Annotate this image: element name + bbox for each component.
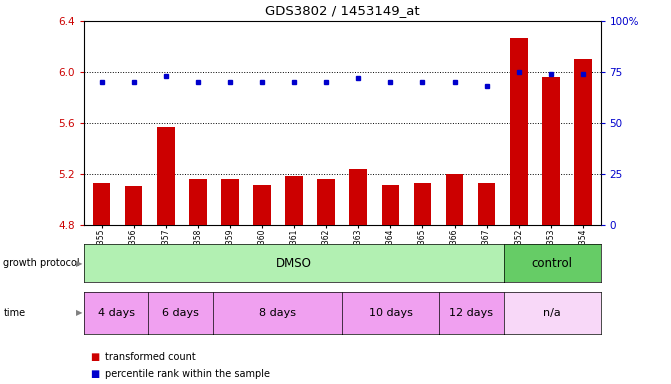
- Bar: [253, 185, 271, 225]
- Text: GDS3802 / 1453149_at: GDS3802 / 1453149_at: [265, 4, 419, 17]
- Bar: [446, 174, 464, 225]
- Text: time: time: [3, 308, 25, 318]
- Bar: [317, 179, 335, 225]
- Text: growth protocol: growth protocol: [3, 258, 80, 268]
- Bar: [510, 38, 527, 225]
- Text: 12 days: 12 days: [450, 308, 493, 318]
- Bar: [189, 179, 207, 225]
- Text: control: control: [531, 257, 572, 270]
- Text: ▶: ▶: [76, 308, 83, 318]
- Text: 8 days: 8 days: [259, 308, 296, 318]
- Bar: [413, 183, 431, 225]
- Bar: [350, 169, 367, 225]
- Bar: [221, 179, 239, 225]
- Text: ■: ■: [91, 352, 100, 362]
- Text: 4 days: 4 days: [98, 308, 135, 318]
- Bar: [157, 127, 174, 225]
- Bar: [574, 59, 592, 225]
- Text: n/a: n/a: [544, 308, 561, 318]
- Text: ▶: ▶: [76, 258, 83, 268]
- Text: transformed count: transformed count: [105, 352, 196, 362]
- Text: 6 days: 6 days: [162, 308, 199, 318]
- Bar: [542, 77, 560, 225]
- Text: percentile rank within the sample: percentile rank within the sample: [105, 369, 270, 379]
- Text: 10 days: 10 days: [368, 308, 413, 318]
- Bar: [478, 183, 495, 225]
- Bar: [125, 187, 142, 225]
- Text: DMSO: DMSO: [276, 257, 312, 270]
- Bar: [382, 185, 399, 225]
- Text: ■: ■: [91, 369, 100, 379]
- Bar: [93, 183, 110, 225]
- Bar: [285, 176, 303, 225]
